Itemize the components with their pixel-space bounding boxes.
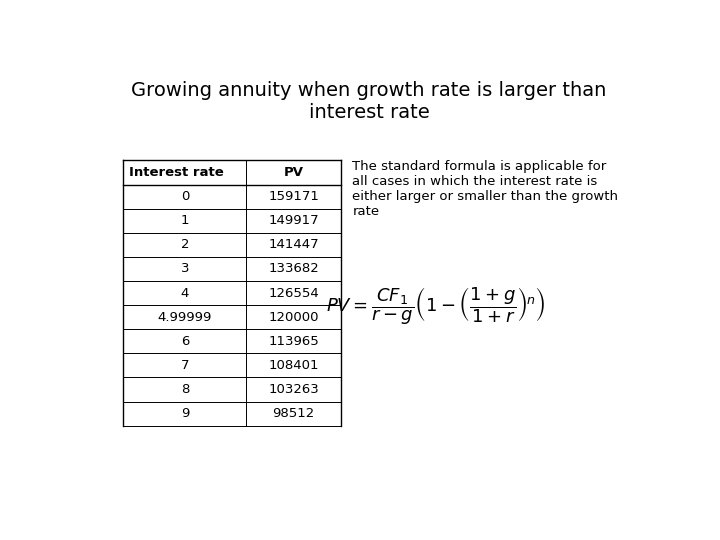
Text: 4.99999: 4.99999: [158, 310, 212, 323]
Text: 9: 9: [181, 407, 189, 420]
Text: 0: 0: [181, 190, 189, 203]
Text: 2: 2: [181, 238, 189, 251]
Text: 126554: 126554: [269, 287, 319, 300]
Text: 159171: 159171: [269, 190, 319, 203]
Text: 3: 3: [181, 262, 189, 275]
Text: 113965: 113965: [269, 335, 319, 348]
Text: 8: 8: [181, 383, 189, 396]
Text: 133682: 133682: [269, 262, 319, 275]
Text: 1: 1: [181, 214, 189, 227]
Text: 98512: 98512: [273, 407, 315, 420]
Text: 7: 7: [181, 359, 189, 372]
Text: PV: PV: [284, 166, 304, 179]
Text: 108401: 108401: [269, 359, 319, 372]
Text: 141447: 141447: [269, 238, 319, 251]
Text: $PV=\dfrac{CF_1}{r-g}\left(1-\left(\dfrac{1+g}{1+r}\right)^{\!n}\right)$: $PV=\dfrac{CF_1}{r-g}\left(1-\left(\dfra…: [326, 285, 546, 327]
Text: Growing annuity when growth rate is larger than
interest rate: Growing annuity when growth rate is larg…: [131, 82, 607, 123]
Text: 103263: 103263: [269, 383, 319, 396]
Text: Interest rate: Interest rate: [129, 166, 224, 179]
Text: The standard formula is applicable for
all cases in which the interest rate is
e: The standard formula is applicable for a…: [352, 160, 618, 219]
Text: 149917: 149917: [269, 214, 319, 227]
Text: 6: 6: [181, 335, 189, 348]
Text: 120000: 120000: [269, 310, 319, 323]
Text: 4: 4: [181, 287, 189, 300]
